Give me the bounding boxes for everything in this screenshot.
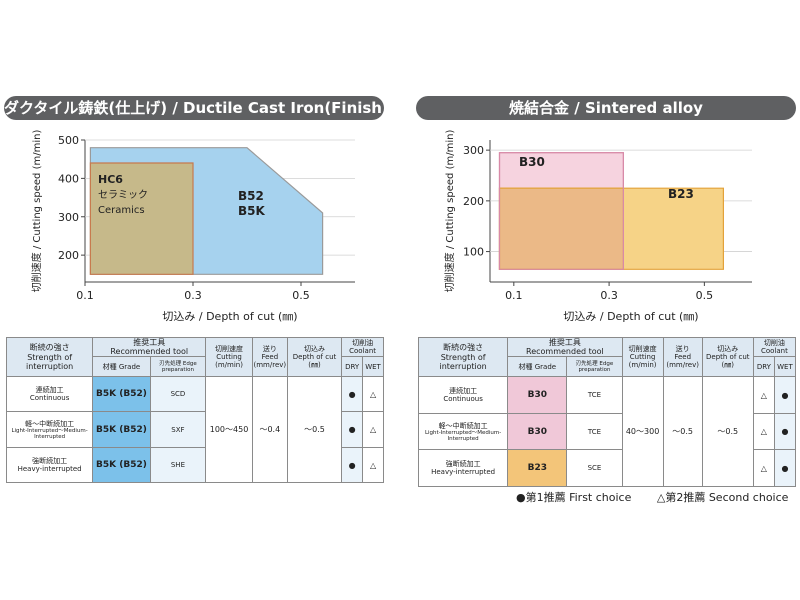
header-recommended-tool: 推奨工具 Recommended tool <box>92 336 207 358</box>
region-label: HC6 <box>98 173 123 186</box>
region-label: B52 <box>238 189 264 203</box>
legend-second-choice: △第2推薦 Second choice <box>656 491 789 504</box>
cutting-speed-cell: 40～300 <box>621 376 664 488</box>
feed-cell: ～0.4 <box>251 376 288 484</box>
x-tick-label: 0.5 <box>292 289 310 302</box>
dry-cell: △ <box>752 413 775 451</box>
y-tick-label: 400 <box>58 172 79 185</box>
header-feed: 送り Feed (mm/rev) <box>251 336 288 378</box>
x-axis-label: 切込み / Depth of cut (㎜) <box>162 310 297 323</box>
table-row: 軽～中断続加工 Light-Interrupted～Medium-Interrup… <box>5 411 384 449</box>
table-row: 強断続加工 Heavy-interrupted B5K (B52) SHE ● △ <box>5 447 384 484</box>
left-panel-title: ダクタイル鋳鉄(仕上げ) / Ductile Cast Iron(Finish) <box>4 96 389 120</box>
region-0-outline <box>498 152 625 270</box>
row-strength: 連続加工 Continuous <box>5 376 94 413</box>
header-cutting-speed: 切削速度 Cutting (m/min) <box>205 336 253 378</box>
row-strength: 連続加工 Continuous <box>417 376 509 415</box>
grade-cell: B5K (B52) <box>92 447 151 484</box>
choice-legend: ●第1推薦 First choice △第2推薦 Second choice <box>516 489 800 505</box>
y-tick-label: 300 <box>463 144 484 157</box>
wet-cell: ● <box>773 449 797 488</box>
legend-first-choice: ●第1推薦 First choice <box>516 491 632 504</box>
right-panel-title: 焼結合金 / Sintered alloy <box>416 96 796 120</box>
row-strength: 軽～中断続加工 Light-Interrupted～Medium-Interrup… <box>417 413 509 451</box>
header-depth-of-cut: 切込み Depth of cut (㎜) <box>286 336 343 378</box>
header-dry: DRY <box>341 356 364 378</box>
header-edge-preparation: 刃先処理 Edge preparation <box>566 356 623 378</box>
dry-cell: △ <box>752 449 775 488</box>
y-tick-label: 200 <box>58 249 79 262</box>
grade-cell: B5K (B52) <box>92 376 151 413</box>
row-strength: 軽～中断続加工 Light-Interrupted～Medium-Interrup… <box>5 411 94 449</box>
region-label: B23 <box>668 187 694 201</box>
region-1 <box>89 162 194 275</box>
header-grade: 材種 Grade <box>92 356 151 378</box>
grade-cell: B23 <box>507 449 568 488</box>
x-tick-label: 0.5 <box>696 289 714 302</box>
grade-cell: B30 <box>507 376 568 415</box>
depth-cell: ～0.5 <box>286 376 343 484</box>
dry-cell: ● <box>341 447 364 484</box>
dry-cell: ● <box>341 376 364 413</box>
x-tick-label: 0.1 <box>76 289 94 302</box>
region-overlap <box>498 187 624 270</box>
table-row: 強断続加工 Heavy-interrupted B23 SCE △ ● <box>417 449 797 488</box>
x-tick-label: 0.1 <box>505 289 523 302</box>
table-row: 連続加工 Continuous B30 TCE 40～300 ～0.5 ～0.5 … <box>417 376 797 488</box>
x-tick-label: 0.3 <box>600 289 618 302</box>
grade-cell: B30 <box>507 413 568 451</box>
header-wet: WET <box>362 356 384 378</box>
edge-cell: TCE <box>566 413 623 451</box>
y-tick-label: 200 <box>463 195 484 208</box>
feed-cell: ～0.5 <box>662 376 703 488</box>
y-tick-label: 300 <box>58 211 79 224</box>
edge-cell: SCD <box>149 376 207 413</box>
header-cutting-speed: 切削速度 Cutting (m/min) <box>621 336 664 378</box>
row-strength: 強断続加工 Heavy-interrupted <box>417 449 509 488</box>
table-row: 連続加工 Continuous B5K (B52) SCD 100～450 ～0.… <box>5 376 384 484</box>
y-tick-label: 100 <box>463 246 484 259</box>
header-feed: 送り Feed (mm/rev) <box>662 336 703 378</box>
region-label: B30 <box>519 155 545 169</box>
dry-cell: ● <box>341 411 364 449</box>
header-strength: 断続の強さ Strength of interruption <box>417 336 509 378</box>
region-label: B5K <box>238 204 265 218</box>
cutting-speed-cell: 100～450 <box>205 376 253 484</box>
y-tick-label: 500 <box>58 134 79 147</box>
header-coolant: 切削油 Coolant <box>341 336 384 358</box>
table-row: 軽～中断続加工 Light-Interrupted～Medium-Interrup… <box>417 413 797 451</box>
edge-cell: SHE <box>149 447 207 484</box>
y-axis-label: 切削速度 / Cutting speed (m/min) <box>443 130 456 293</box>
wet-cell: △ <box>362 376 384 413</box>
x-tick-label: 0.3 <box>184 289 202 302</box>
wet-cell: △ <box>362 447 384 484</box>
header-edge-preparation: 刃先処理 Edge preparation <box>149 356 207 378</box>
header-dry: DRY <box>752 356 775 378</box>
region-label: Ceramics <box>98 205 145 216</box>
depth-cell: ～0.5 <box>701 376 754 488</box>
wet-cell: ● <box>773 376 797 415</box>
y-axis-label: 切削速度 / Cutting speed (m/min) <box>30 130 43 293</box>
left-recommendation-table: 断続の強さ Strength of interruption 推奨工具 Recomme… <box>5 336 384 484</box>
header-recommended-tool: 推奨工具 Recommended tool <box>507 336 623 358</box>
wet-cell: ● <box>773 413 797 451</box>
grade-cell: B5K (B52) <box>92 411 151 449</box>
edge-cell: TCE <box>566 376 623 415</box>
region-label: セラミック <box>98 189 148 201</box>
header-wet: WET <box>773 356 797 378</box>
header-depth-of-cut: 切込み Depth of cut (㎜) <box>701 336 754 378</box>
x-axis-label: 切込み / Depth of cut (㎜) <box>563 310 698 323</box>
edge-cell: SXF <box>149 411 207 449</box>
wet-cell: △ <box>362 411 384 449</box>
header-strength: 断続の強さ Strength of interruption <box>5 336 94 378</box>
dry-cell: △ <box>752 376 775 415</box>
row-strength: 強断続加工 Heavy-interrupted <box>5 447 94 484</box>
edge-cell: SCE <box>566 449 623 488</box>
header-coolant: 切削油 Coolant <box>752 336 797 358</box>
header-grade: 材種 Grade <box>507 356 568 378</box>
right-recommendation-table: 断続の強さ Strength of interruption 推奨工具 Recomme… <box>417 336 797 488</box>
